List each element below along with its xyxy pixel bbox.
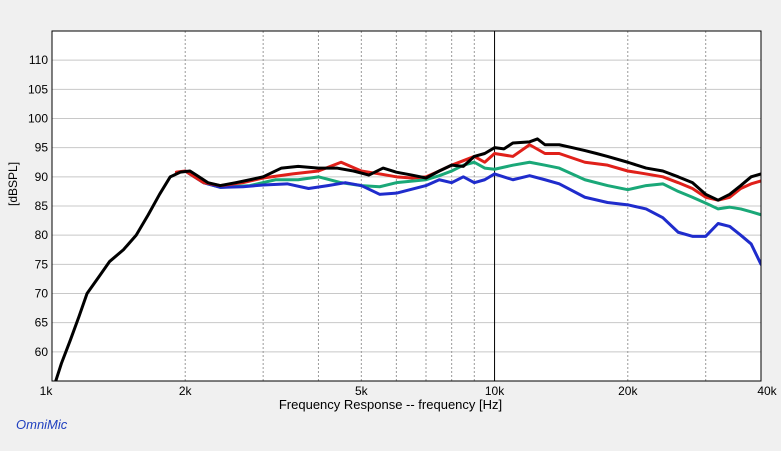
y-tick-label: 95 <box>35 141 49 155</box>
y-tick-label: 70 <box>35 287 49 301</box>
x-axis-label: Frequency Response -- frequency [Hz] <box>278 397 503 412</box>
y-tick-label: 80 <box>35 228 49 242</box>
series-lines <box>54 137 761 381</box>
y-tick-label: 85 <box>35 199 49 213</box>
x-tick-label: 40k <box>757 384 777 398</box>
series-line <box>174 143 761 202</box>
y-tick-label: 65 <box>35 316 49 330</box>
y-axis-label: [dBSPL] <box>6 161 20 206</box>
y-tick-labels: 60 65 70 75 80 85 90 95 100 105 110 <box>28 53 48 359</box>
y-tick-label: 110 <box>29 53 48 67</box>
y-tick-label: 60 <box>35 345 49 359</box>
y-tick-label: 75 <box>35 257 49 271</box>
x-tick-label: 5k <box>355 384 369 398</box>
x-tick-label: 10k <box>485 384 505 398</box>
plot-border <box>51 30 762 382</box>
x-tick-labels: 1k 2k 5k 10k 20k 40k <box>40 384 778 398</box>
y-tick-label: 100 <box>28 112 48 126</box>
grid-lines <box>51 31 762 381</box>
omnimic-brand: OmniMic <box>16 417 68 432</box>
y-tick-label: 90 <box>35 170 49 184</box>
series-line <box>183 160 761 217</box>
series-line <box>183 169 761 266</box>
x-tick-label: 1k <box>40 384 54 398</box>
y-tick-label: 105 <box>28 82 48 96</box>
series-line <box>54 137 761 381</box>
x-tick-label: 20k <box>618 384 638 398</box>
x-tick-label: 2k <box>179 384 193 398</box>
